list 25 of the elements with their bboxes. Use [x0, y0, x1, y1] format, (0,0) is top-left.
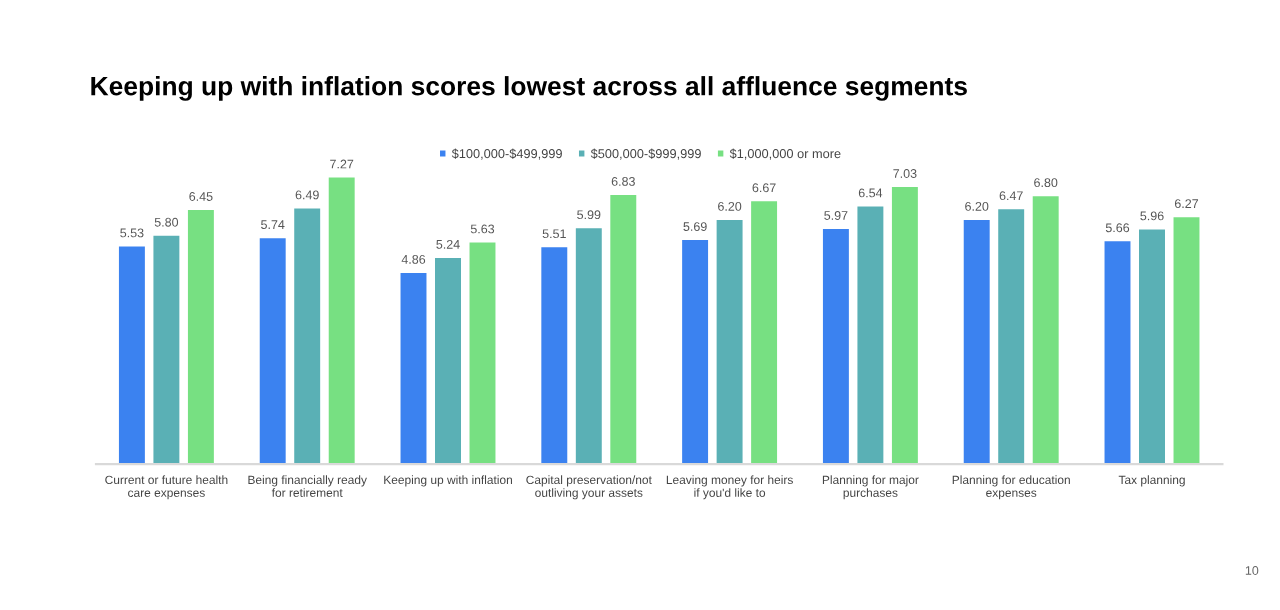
bar [432, 255, 464, 465]
bar [1171, 214, 1202, 465]
bar [679, 237, 711, 465]
bar [820, 226, 852, 465]
bar [573, 226, 604, 465]
bar [1030, 193, 1061, 465]
bar [257, 235, 288, 465]
bar [151, 233, 182, 465]
bar [1136, 227, 1168, 465]
bar [116, 244, 148, 465]
bar [608, 192, 639, 465]
bar [855, 204, 886, 465]
bar [889, 184, 921, 465]
bar [467, 240, 498, 465]
bar [185, 207, 217, 465]
chart-title: Keeping up with inflation scores lowest across all affluence segments [91, 76, 967, 101]
bar [398, 270, 429, 465]
bar [961, 217, 992, 465]
bar [292, 206, 323, 465]
bar [326, 175, 357, 465]
bar [714, 217, 745, 465]
bar [996, 207, 1027, 465]
bar [1102, 239, 1133, 465]
bar [539, 245, 570, 465]
bar [748, 199, 780, 465]
